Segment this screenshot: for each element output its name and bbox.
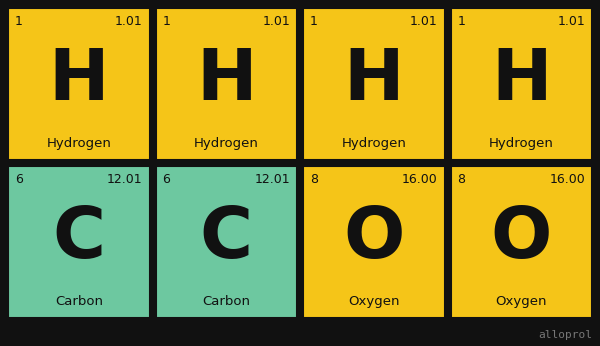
Text: 1.01: 1.01 (115, 15, 143, 28)
Text: alloprol: alloprol (538, 330, 592, 340)
Text: Hydrogen: Hydrogen (46, 137, 111, 150)
Bar (303, 8, 445, 160)
Text: Hydrogen: Hydrogen (194, 137, 259, 150)
Text: 1: 1 (458, 15, 466, 28)
Text: 1.01: 1.01 (262, 15, 290, 28)
Text: C: C (52, 204, 105, 273)
Text: H: H (343, 46, 404, 116)
Bar (8, 166, 149, 318)
Text: Carbon: Carbon (55, 295, 103, 308)
Bar (451, 8, 592, 160)
Bar (451, 166, 592, 318)
Text: 1: 1 (310, 15, 318, 28)
Text: 16.00: 16.00 (402, 173, 437, 186)
Text: 1: 1 (163, 15, 170, 28)
Text: O: O (343, 204, 404, 273)
Text: H: H (491, 46, 551, 116)
Text: Oxygen: Oxygen (496, 295, 547, 308)
Text: Hydrogen: Hydrogen (341, 137, 406, 150)
Text: 16.00: 16.00 (549, 173, 585, 186)
Text: C: C (200, 204, 253, 273)
Text: H: H (196, 46, 257, 116)
Text: 6: 6 (15, 173, 23, 186)
Text: 1: 1 (15, 15, 23, 28)
Text: O: O (491, 204, 552, 273)
Text: 12.01: 12.01 (107, 173, 143, 186)
Text: Hydrogen: Hydrogen (489, 137, 554, 150)
Text: 6: 6 (163, 173, 170, 186)
Bar (8, 8, 149, 160)
Text: 1.01: 1.01 (410, 15, 437, 28)
Text: 8: 8 (310, 173, 318, 186)
Text: 1.01: 1.01 (557, 15, 585, 28)
Bar (303, 166, 445, 318)
Text: H: H (49, 46, 109, 116)
Text: Oxygen: Oxygen (348, 295, 400, 308)
Text: 12.01: 12.01 (254, 173, 290, 186)
Text: Carbon: Carbon (202, 295, 250, 308)
Text: 8: 8 (458, 173, 466, 186)
Bar (155, 8, 297, 160)
Bar (155, 166, 297, 318)
